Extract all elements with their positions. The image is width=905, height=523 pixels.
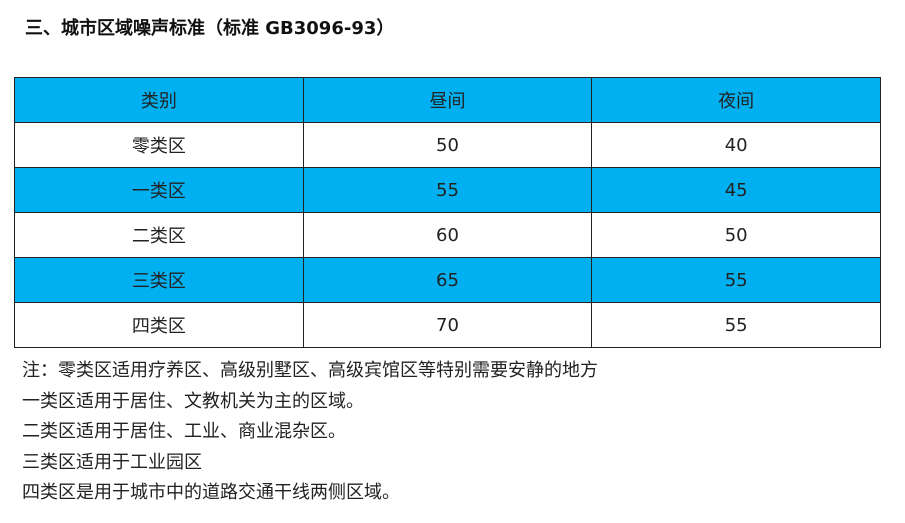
noise-standard-table: 类别 昼间 夜间 零类区 50 40 一类区 55 45 二类区 60 50 三… [14,77,881,348]
table-header-row: 类别 昼间 夜间 [14,77,881,123]
notes: 注：零类区适用疗养区、高级别墅区、高级宾馆区等特别需要安静的地方 一类区适用于居… [22,356,598,509]
cell-category: 三类区 [14,257,304,303]
cell-night: 50 [591,212,881,258]
cell-category: 一类区 [14,167,304,213]
cell-night: 40 [591,122,881,168]
table-row: 一类区 55 45 [14,167,881,213]
table-row: 三类区 65 55 [14,257,881,303]
header-night: 夜间 [591,77,881,123]
note-line: 三类区适用于工业园区 [22,451,202,473]
cell-night: 55 [591,302,881,348]
note-line: 二类区适用于居住、工业、商业混杂区。 [22,421,346,442]
cell-day: 60 [302,212,593,258]
cell-day: 50 [302,122,593,168]
cell-night: 55 [591,257,881,303]
note-line: 注：零类区适用疗养区、高级别墅区、高级宾馆区等特别需要安静的地方 [22,360,598,381]
table-row: 四类区 70 55 [14,302,881,348]
note-line: 四类区是用于城市中的道路交通干线两侧区域。 [22,482,400,503]
header-day: 昼间 [302,77,593,123]
table-row: 二类区 60 50 [14,212,881,258]
cell-day: 65 [302,257,593,303]
cell-category: 零类区 [14,122,304,168]
cell-night: 45 [591,167,881,213]
cell-day: 55 [302,167,593,213]
table-row: 零类区 50 40 [14,122,881,168]
cell-day: 70 [302,302,593,348]
section-title: 三、城市区域噪声标准（标准 GB3096-93） [25,18,395,39]
cell-category: 四类区 [14,302,304,348]
cell-category: 二类区 [14,212,304,258]
note-line: 一类区适用于居住、文教机关为主的区域。 [22,390,364,412]
header-category: 类别 [14,77,304,123]
